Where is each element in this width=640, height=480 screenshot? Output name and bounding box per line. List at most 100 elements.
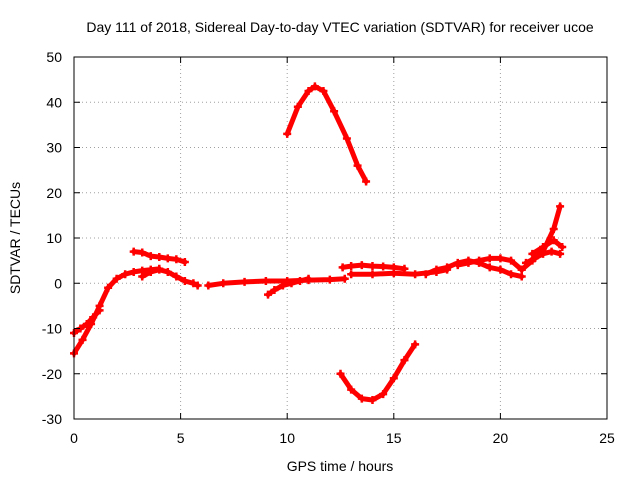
data-point-arc-1 xyxy=(112,274,121,283)
data-point-arc-7 xyxy=(353,161,362,170)
data-point-arc-9 xyxy=(357,261,366,270)
y-tick-label: -10 xyxy=(42,321,62,337)
data-point-arc-7 xyxy=(283,129,292,138)
y-axis-label: SDTVAR / TECUs xyxy=(7,182,23,294)
data-point-arc-6 xyxy=(264,290,273,299)
data-point-arc-14 xyxy=(521,258,530,267)
data-point-arc-5 xyxy=(325,275,334,284)
data-point-arc-15 xyxy=(539,243,548,252)
gridlines xyxy=(74,57,607,419)
x-tick-label: 25 xyxy=(599,430,615,446)
data-point-arc-2 xyxy=(82,319,91,328)
data-point-arc-7 xyxy=(293,102,302,111)
x-tick-label: 10 xyxy=(279,430,295,446)
data-point-arc-7 xyxy=(304,86,313,95)
plot-background xyxy=(74,57,607,419)
data-point-arc-5 xyxy=(204,281,213,290)
data-point-arc-12 xyxy=(507,256,516,265)
data-point-arc-11 xyxy=(496,265,505,274)
data-point-arc-9 xyxy=(338,263,347,272)
data-point-arc-6 xyxy=(270,286,279,295)
x-tick-label: 15 xyxy=(386,430,402,446)
data-point-arc-4 xyxy=(146,267,155,276)
data-point-arc-6 xyxy=(278,281,287,290)
data-point-arc-8 xyxy=(379,390,388,399)
data-point-arc-6 xyxy=(295,276,304,285)
data-point-arc-10 xyxy=(368,270,377,279)
data-point-arc-4 xyxy=(193,281,202,290)
data-point-arc-3 xyxy=(129,247,138,256)
data-point-arc-13 xyxy=(549,224,558,233)
x-axis-label: GPS time / hours xyxy=(287,458,394,474)
data-point-arc-11 xyxy=(485,263,494,272)
data-point-arc-2 xyxy=(95,306,104,315)
y-tick-label: -30 xyxy=(42,411,62,427)
x-tick-label: 0 xyxy=(70,430,78,446)
data-point-arc-4 xyxy=(189,279,198,288)
data-point-arc-3 xyxy=(146,252,155,261)
data-point-arc-1 xyxy=(121,270,130,279)
data-point-arc-9 xyxy=(379,262,388,271)
data-point-arc-12 xyxy=(496,254,505,263)
data-point-arc-5 xyxy=(261,276,270,285)
y-tick-label: 20 xyxy=(46,185,62,201)
data-point-arc-6 xyxy=(287,279,296,288)
data-point-arc-14 xyxy=(539,249,548,258)
data-point-arc-12 xyxy=(453,261,462,270)
y-tick-label: 40 xyxy=(46,94,62,110)
data-point-arc-3 xyxy=(138,248,147,257)
series-arc-8 xyxy=(338,341,418,403)
data-point-arc-8 xyxy=(389,374,398,383)
data-point-arc-3 xyxy=(172,255,181,264)
data-point-arc-15 xyxy=(558,243,567,252)
data-point-arc-14 xyxy=(530,254,539,263)
data-point-arc-11 xyxy=(421,270,430,279)
data-point-arc-9 xyxy=(368,262,377,271)
x-tick-label: 20 xyxy=(493,430,509,446)
data-point-arc-13 xyxy=(517,265,526,274)
data-point-arc-14 xyxy=(547,247,556,256)
data-point-arc-1 xyxy=(104,283,113,292)
data-point-arc-5 xyxy=(240,277,249,286)
data-point-arc-7 xyxy=(330,107,339,116)
data-point-arc-5 xyxy=(219,279,228,288)
data-point-arc-10 xyxy=(389,269,398,278)
data-point-arc-3 xyxy=(163,254,172,263)
x-tick-label: 5 xyxy=(177,430,185,446)
series-arc-15 xyxy=(529,237,565,257)
y-tick-label: 50 xyxy=(46,49,62,65)
data-point-arc-7 xyxy=(342,134,351,143)
chart-title: Day 111 of 2018, Sidereal Day-to-day VTE… xyxy=(86,19,594,35)
data-point-arc-3 xyxy=(180,257,189,266)
data-point-arc-8 xyxy=(357,394,366,403)
data-point-arc-8 xyxy=(411,340,420,349)
data-point-arc-15 xyxy=(549,236,558,245)
data-point-arc-6 xyxy=(304,274,313,283)
data-point-arc-12 xyxy=(485,254,494,263)
data-point-arc-12 xyxy=(464,258,473,267)
data-point-arc-5 xyxy=(340,274,349,283)
y-tick-label: 30 xyxy=(46,140,62,156)
data-series xyxy=(70,82,567,404)
data-point-arc-4 xyxy=(172,272,181,281)
data-point-arc-10 xyxy=(347,270,356,279)
data-point-arc-4 xyxy=(180,276,189,285)
data-point-arc-8 xyxy=(347,385,356,394)
data-point-arc-4 xyxy=(138,272,147,281)
data-point-arc-4 xyxy=(163,267,172,276)
data-point-arc-9 xyxy=(347,262,356,271)
data-point-arc-1 xyxy=(129,267,138,276)
data-point-arc-7 xyxy=(319,86,328,95)
y-tick-label: 10 xyxy=(46,230,62,246)
data-point-arc-11 xyxy=(517,272,526,281)
data-point-arc-11 xyxy=(507,270,516,279)
data-point-arc-8 xyxy=(400,356,409,365)
data-point-arc-8 xyxy=(336,369,345,378)
data-point-arc-1 xyxy=(78,335,87,344)
data-point-arc-13 xyxy=(556,202,565,211)
data-point-arc-14 xyxy=(556,249,565,258)
data-point-arc-7 xyxy=(310,82,319,91)
data-point-arc-11 xyxy=(443,263,452,272)
data-point-arc-7 xyxy=(362,177,371,186)
